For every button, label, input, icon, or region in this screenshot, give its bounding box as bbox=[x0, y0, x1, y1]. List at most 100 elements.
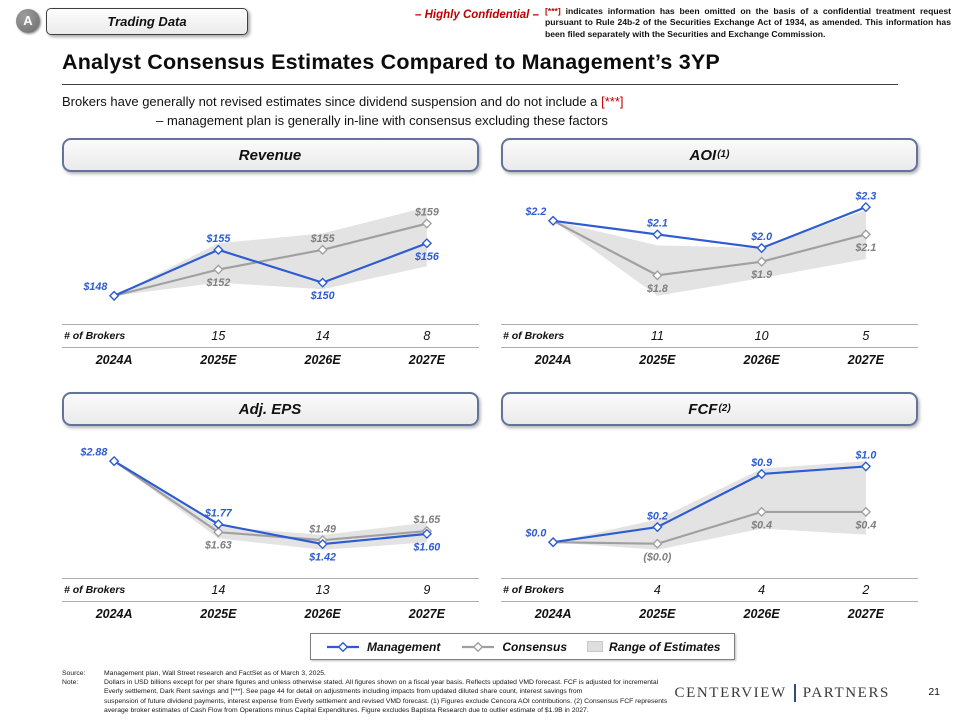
svg-text:($0.0): ($0.0) bbox=[643, 551, 671, 563]
range-swatch-icon bbox=[587, 641, 604, 652]
legal-text: indicates information has been omitted o… bbox=[545, 6, 951, 39]
source-label: Source: bbox=[62, 670, 86, 677]
chart-title-sup: (2) bbox=[718, 402, 731, 414]
note-label: Note: bbox=[62, 679, 79, 687]
legend-management: Management bbox=[325, 640, 440, 654]
broker-count: 2 bbox=[862, 583, 870, 597]
redaction-marker: [***] bbox=[601, 94, 624, 109]
year-label: 2027E bbox=[847, 607, 884, 621]
chart-title-adj-eps: Adj. EPS bbox=[62, 392, 479, 426]
fcf-line-chart: ($0.0) $0.4 $0.4 $0.0 $0.2 $0.9 $1.0 bbox=[524, 450, 876, 564]
charts-grid: Revenue $152 $155 $159 $148 $155 $150 $156 # o… bbox=[62, 138, 918, 626]
x-axis-years: 2024A 2025E 2026E 2027E bbox=[62, 602, 479, 626]
svg-text:$2.3: $2.3 bbox=[854, 190, 876, 202]
year-label: 2026E bbox=[743, 607, 780, 621]
svg-text:$1.9: $1.9 bbox=[750, 269, 772, 281]
broker-count: 14 bbox=[211, 583, 226, 597]
chart-title-revenue: Revenue bbox=[62, 138, 479, 172]
chart-title-aoi: AOI (1) bbox=[501, 138, 918, 172]
year-label: 2025E bbox=[639, 353, 676, 367]
svg-text:$2.1: $2.1 bbox=[646, 218, 668, 230]
chart-panel-fcf: FCF (2) ($0.0) $0.4 $0.4 $0.0 $0.2 $0.9 $1.0 # … bbox=[501, 392, 918, 626]
svg-text:$1.0: $1.0 bbox=[854, 450, 876, 462]
broker-count: 8 bbox=[423, 329, 431, 343]
year-label: 2025E bbox=[200, 607, 237, 621]
x-axis-years: 2024A 2025E 2026E 2027E bbox=[62, 348, 479, 372]
svg-text:$1.49: $1.49 bbox=[308, 523, 336, 535]
confidential-treatment-legend: [***] indicates information has been omi… bbox=[545, 6, 951, 40]
note-text: Dollars in USD billions except for per s… bbox=[104, 679, 668, 714]
svg-text:$150: $150 bbox=[310, 290, 335, 302]
svg-text:$0.2: $0.2 bbox=[646, 510, 668, 522]
logo-divider-bar bbox=[793, 684, 796, 702]
year-label: 2027E bbox=[408, 607, 445, 621]
legend-range: Range of Estimates bbox=[587, 640, 720, 654]
x-axis-years: 2024A 2025E 2026E 2027E bbox=[501, 348, 918, 372]
broker-count: 4 bbox=[758, 583, 766, 597]
adj-eps-line-chart: $1.63 $1.49 $1.65 $2.88 $1.77 $1.42 $1.60 bbox=[80, 446, 442, 564]
footnotes: Source: Management plan, Wall Street res… bbox=[62, 669, 672, 715]
svg-text:$0.0: $0.0 bbox=[524, 527, 546, 539]
source-text: Management plan, Wall Street research an… bbox=[104, 670, 326, 677]
broker-count: 5 bbox=[862, 329, 870, 343]
broker-count: 13 bbox=[315, 583, 330, 597]
svg-text:$155: $155 bbox=[310, 233, 336, 245]
chart-panel-revenue: Revenue $152 $155 $159 $148 $155 $150 $156 # o… bbox=[62, 138, 479, 372]
broker-count: 15 bbox=[211, 329, 226, 343]
year-label: 2024A bbox=[534, 607, 572, 621]
year-label: 2024A bbox=[534, 353, 572, 367]
chart-legend: Management Consensus Range of Estimates bbox=[310, 633, 736, 660]
svg-text:$155: $155 bbox=[205, 233, 231, 245]
year-label: 2026E bbox=[304, 353, 341, 367]
svg-text:$159: $159 bbox=[414, 207, 439, 219]
brokers-row-label: # of Brokers bbox=[503, 330, 565, 342]
brokers-row-label: # of Brokers bbox=[64, 584, 126, 596]
svg-text:$2.88: $2.88 bbox=[80, 446, 108, 458]
note-row: Note: Dollars in USD billions except for… bbox=[62, 678, 672, 715]
year-label: 2024A bbox=[95, 607, 133, 621]
brokers-row: # of Brokers 15 14 8 bbox=[62, 324, 479, 348]
year-label: 2025E bbox=[200, 353, 237, 367]
svg-text:$0.4: $0.4 bbox=[750, 519, 772, 531]
subtitle-line-2: – management plan is generally in-line w… bbox=[156, 113, 608, 128]
brokers-row: # of Brokers 11 10 5 bbox=[501, 324, 918, 348]
svg-text:$148: $148 bbox=[82, 281, 107, 293]
year-label: 2026E bbox=[743, 353, 780, 367]
broker-count: 11 bbox=[650, 329, 664, 343]
highly-confidential-label: – Highly Confidential – bbox=[415, 9, 539, 21]
x-axis-years: 2024A 2025E 2026E 2027E bbox=[501, 602, 918, 626]
brokers-row-label: # of Brokers bbox=[64, 330, 126, 342]
year-label: 2027E bbox=[408, 353, 445, 367]
svg-text:$2.2: $2.2 bbox=[524, 206, 546, 218]
svg-text:$0.4: $0.4 bbox=[854, 519, 876, 531]
broker-count: 4 bbox=[653, 583, 661, 597]
legend-consensus: Consensus bbox=[460, 640, 567, 654]
svg-text:$1.60: $1.60 bbox=[412, 541, 440, 553]
year-label: 2025E bbox=[639, 607, 676, 621]
slide-letter-badge: A bbox=[16, 9, 40, 33]
svg-text:$152: $152 bbox=[205, 277, 230, 289]
consensus-line-icon bbox=[462, 641, 495, 652]
year-label: 2026E bbox=[304, 607, 341, 621]
broker-count: 14 bbox=[315, 329, 330, 343]
redaction-marker: [***] bbox=[545, 6, 561, 16]
trading-data-tag: Trading Data bbox=[46, 8, 248, 35]
page-number: 21 bbox=[928, 686, 940, 698]
svg-text:$156: $156 bbox=[414, 251, 440, 263]
svg-text:$1.42: $1.42 bbox=[308, 552, 336, 564]
svg-text:$1.8: $1.8 bbox=[646, 283, 668, 295]
chart-title-sup: (1) bbox=[717, 148, 730, 160]
svg-text:$0.9: $0.9 bbox=[750, 457, 772, 469]
subtitle-line-1: Brokers have generally not revised estim… bbox=[62, 94, 624, 109]
revenue-line-chart: $152 $155 $159 $148 $155 $150 $156 bbox=[82, 207, 440, 302]
brokers-row: # of Brokers 4 4 2 bbox=[501, 578, 918, 602]
aoi-line-chart: $1.8 $1.9 $2.1 $2.2 $2.1 $2.0 $2.3 bbox=[524, 190, 876, 296]
broker-count: 10 bbox=[754, 329, 769, 343]
brokers-row-label: # of Brokers bbox=[503, 584, 565, 596]
page-title: Analyst Consensus Estimates Compared to … bbox=[62, 50, 720, 74]
svg-text:$1.65: $1.65 bbox=[412, 514, 441, 526]
year-label: 2027E bbox=[847, 353, 884, 367]
year-label: 2024A bbox=[95, 353, 133, 367]
chart-panel-adj-eps: Adj. EPS $1.63 $1.49 $1.65 $2.88 $1.77 $1.42 $… bbox=[62, 392, 479, 626]
